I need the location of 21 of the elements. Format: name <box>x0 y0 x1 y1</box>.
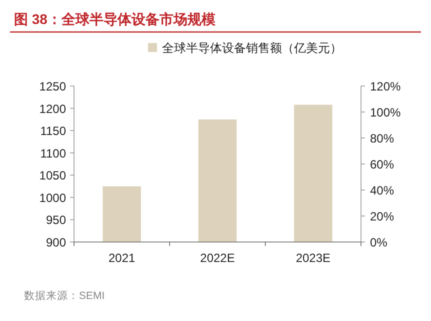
y2-tick-label: 60% <box>370 158 394 172</box>
y2-tick-label: 40% <box>370 184 394 198</box>
y2-tick-label: 80% <box>370 132 394 146</box>
y2-tick-label: 100% <box>370 106 402 120</box>
title: 图 38：全球半导体设备市场规模 <box>14 11 216 27</box>
x-tick-label: 2022E <box>200 251 235 265</box>
source-note: 数据来源：SEMI <box>24 289 105 302</box>
x-tick-label: 2023E <box>296 251 331 265</box>
y-tick-label: 1050 <box>39 168 66 183</box>
y-tick-label: 1000 <box>39 190 66 205</box>
y-tick-label: 1250 <box>39 80 66 94</box>
y-tick-label: 1200 <box>39 102 66 116</box>
y-tick-label: 1150 <box>40 124 66 138</box>
y-tick-label: 900 <box>46 236 66 250</box>
y-tick-label: 1100 <box>40 146 66 160</box>
y2-tick-label: 120% <box>370 80 402 94</box>
legend-label: 全球半导体设备销售额（亿美元） <box>162 41 342 55</box>
y-tick-label: 950 <box>46 213 66 228</box>
y2-tick-label: 20% <box>370 210 394 224</box>
y2-tick-label: 0% <box>370 236 388 250</box>
x-tick-label: 2021 <box>108 251 136 265</box>
